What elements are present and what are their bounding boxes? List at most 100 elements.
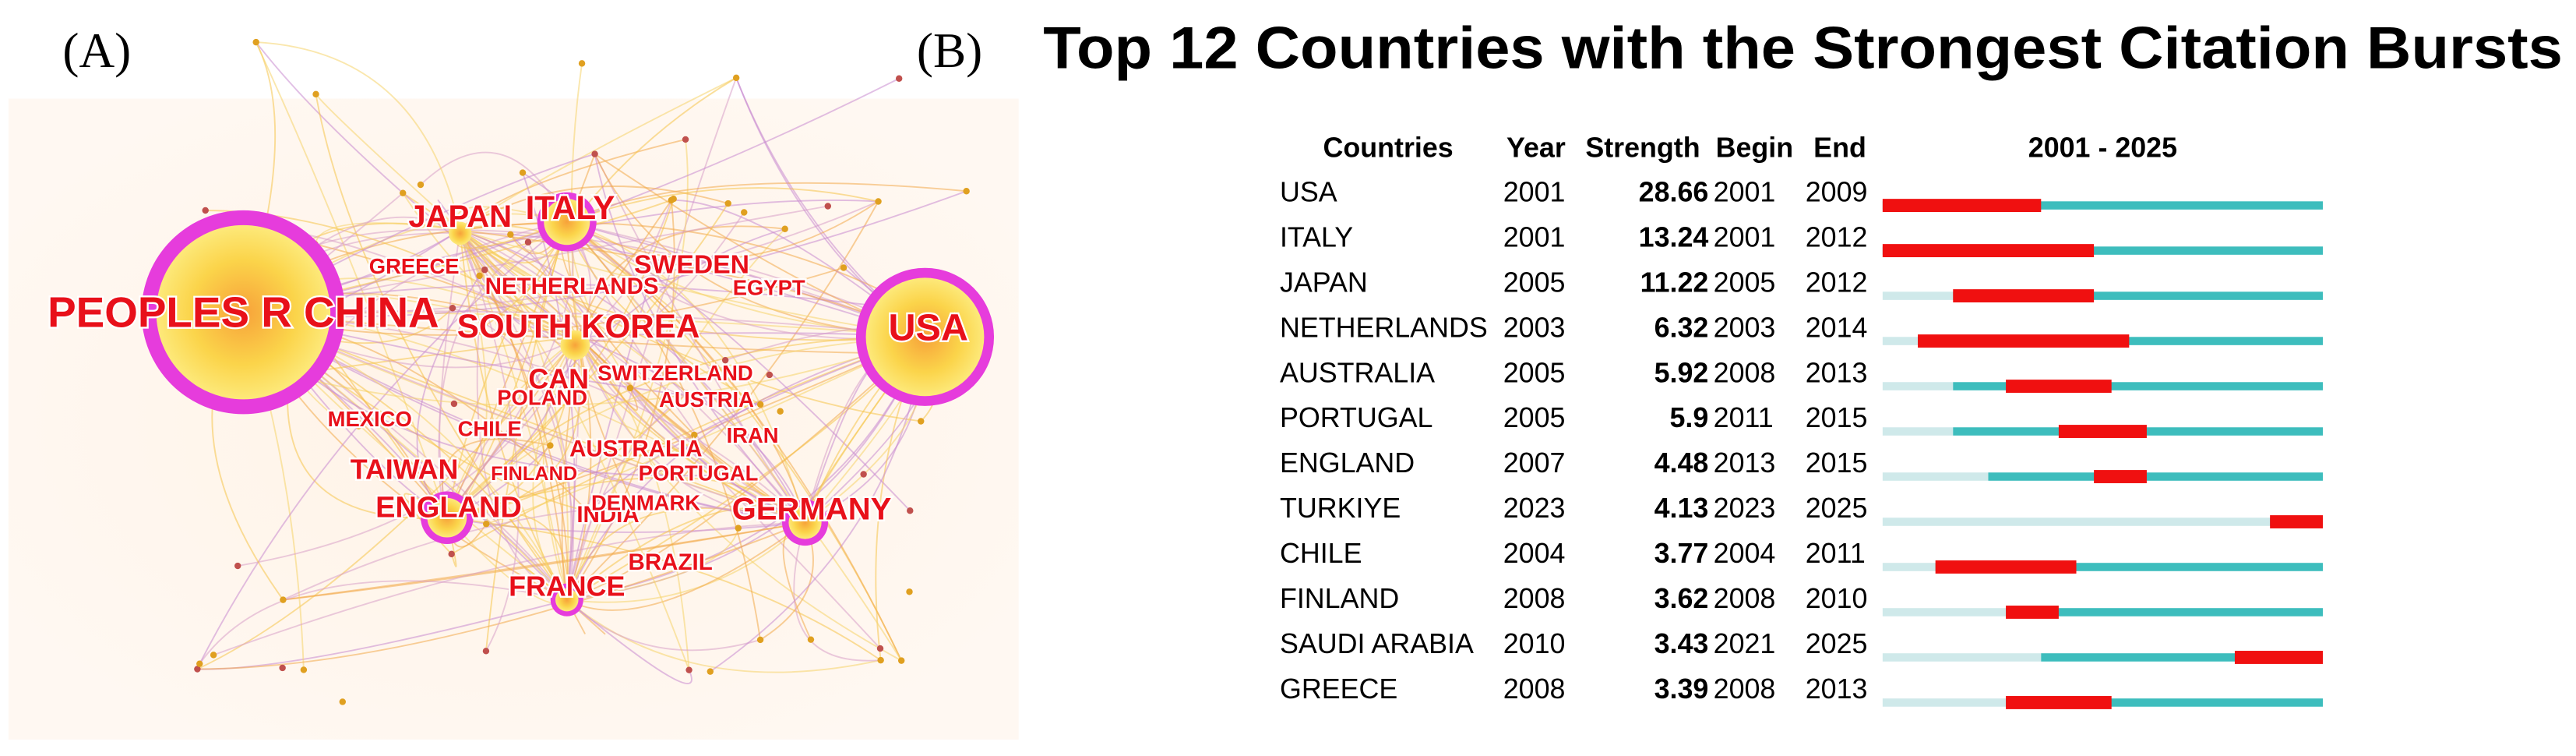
- burst-bar: [2094, 470, 2147, 483]
- network-edge: [416, 275, 481, 518]
- network-edge: [566, 337, 592, 600]
- node-label: CHILE: [458, 417, 522, 441]
- network-edge: [566, 392, 688, 600]
- burst-bar: [2270, 515, 2323, 528]
- network-edge: [577, 336, 806, 524]
- timeline-before: [1882, 563, 1936, 571]
- network-dot: [417, 181, 425, 189]
- network-edge: [446, 337, 583, 519]
- year: 2007: [1503, 447, 1566, 479]
- strength: 11.22: [1640, 267, 1709, 298]
- strength: 3.39: [1654, 673, 1709, 705]
- timeline-active: [1935, 563, 2323, 571]
- end: 2012: [1806, 267, 1868, 298]
- network-edge: [315, 94, 461, 231]
- network-dot: [194, 666, 201, 673]
- network-labels: PEOPLES R CHINA USA SOUTH KOREA ITALY JAPAN G…: [46, 188, 970, 604]
- network-dot: [721, 356, 729, 364]
- begin: 2001: [1714, 176, 1776, 207]
- strength: 3.77: [1654, 538, 1709, 569]
- network-edge: [437, 200, 461, 231]
- begin: 2004: [1714, 538, 1776, 569]
- node-label: MEXICO: [328, 407, 412, 431]
- year: 2023: [1503, 493, 1566, 524]
- network-edge: [577, 336, 902, 662]
- year: 2010: [1503, 628, 1566, 659]
- network-dot: [860, 471, 867, 478]
- burst-bar: [1918, 334, 2130, 348]
- network-edge: [460, 229, 688, 395]
- network-dot: [897, 657, 905, 664]
- timeline-before: [1882, 608, 2007, 616]
- network-edge: [238, 336, 580, 567]
- network-dot: [448, 550, 455, 558]
- network-edge: [566, 200, 879, 260]
- timeline-active: [1953, 291, 2323, 300]
- panel-title: Top 12 Countries with the Strongest Cita…: [1043, 16, 2563, 82]
- network-dot: [691, 431, 698, 439]
- network-dot: [583, 507, 590, 514]
- network-edge: [255, 41, 461, 231]
- network-dot: [895, 75, 903, 82]
- column-header: Strength: [1585, 132, 1700, 163]
- node-label: FINLAND: [491, 463, 577, 485]
- network-edge: [460, 229, 922, 422]
- end: 2014: [1806, 312, 1868, 343]
- begin: 2021: [1714, 628, 1776, 659]
- timeline-before: [1882, 653, 2042, 662]
- network-edge: [446, 517, 882, 661]
- country: TURKIYE: [1280, 493, 1401, 524]
- network-dot: [449, 305, 456, 312]
- begin: 2008: [1714, 357, 1776, 388]
- country: ENGLAND: [1280, 447, 1415, 479]
- network-dot: [280, 596, 287, 603]
- network-edge: [566, 182, 967, 223]
- node-label: BRAZIL: [629, 549, 713, 575]
- node-label: PORTUGAL: [639, 461, 759, 486]
- burst-bar: [1882, 244, 2095, 258]
- timeline-active: [2006, 698, 2323, 707]
- node-label: IRAN: [727, 423, 779, 447]
- network-dot: [722, 471, 729, 479]
- network-dot: [519, 169, 527, 176]
- timeline-active: [1953, 382, 2323, 390]
- network-dot: [875, 198, 882, 205]
- network-dot: [578, 60, 586, 67]
- column-header: Countries: [1323, 132, 1454, 163]
- network-dot: [252, 38, 259, 46]
- network-edge: [476, 330, 568, 601]
- network-node: [544, 199, 590, 246]
- begin: 2023: [1714, 493, 1776, 524]
- strength: 5.9: [1670, 402, 1709, 433]
- network-edge: [485, 336, 925, 525]
- network-edge: [578, 336, 806, 523]
- country: JAPAN: [1280, 267, 1368, 298]
- year: 2008: [1503, 673, 1566, 705]
- begin: 2013: [1714, 447, 1776, 479]
- network-dot: [481, 266, 488, 274]
- network-edge: [459, 229, 520, 652]
- network-edge: [460, 221, 923, 313]
- network-edge: [577, 225, 785, 337]
- network-node: [560, 330, 590, 360]
- country: PORTUGAL: [1280, 402, 1432, 433]
- network-dot: [840, 264, 848, 271]
- network-edge: [459, 229, 579, 338]
- network-edge: [446, 228, 785, 518]
- timeline-before: [1882, 698, 2007, 707]
- network-edge: [243, 311, 897, 355]
- network-dot: [683, 390, 691, 397]
- country: SAUDI ARABIA: [1280, 628, 1474, 659]
- strength: 3.43: [1654, 628, 1709, 659]
- node-label: INDIA: [576, 502, 639, 528]
- end: 2009: [1806, 176, 1868, 207]
- network-edge: [452, 307, 573, 600]
- node-label: NETHERLANDS: [485, 274, 659, 299]
- network-dot: [724, 200, 731, 207]
- network-dot: [918, 418, 925, 425]
- network-nodes: [141, 38, 995, 705]
- network-dot: [741, 209, 748, 216]
- network-dot: [766, 371, 774, 379]
- year: 2001: [1503, 221, 1566, 253]
- network-edge: [288, 336, 925, 407]
